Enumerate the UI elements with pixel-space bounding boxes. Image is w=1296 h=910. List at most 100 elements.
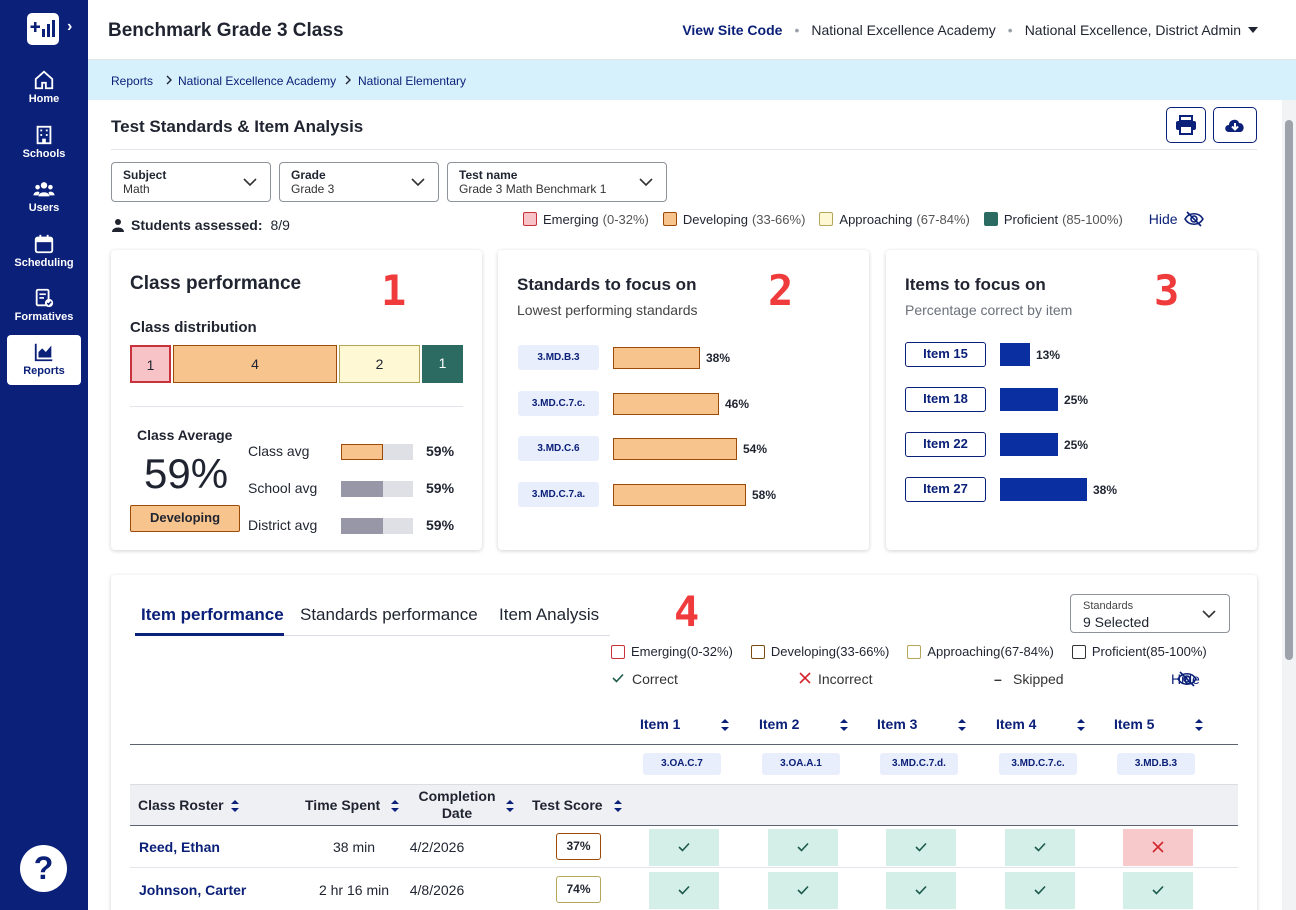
item-focus-button[interactable]: Item 22 [905, 432, 986, 457]
correct-label: Correct [632, 671, 678, 687]
sidebar-item-users[interactable]: Users [7, 172, 81, 222]
check-icon [1152, 885, 1164, 895]
hide-legend-button[interactable]: Hide [1149, 211, 1204, 227]
performance-legend-outline: Emerging(0-32%) Developing(33-66%) Appro… [611, 644, 1207, 659]
sort-icon[interactable] [720, 718, 730, 732]
column-header-completion[interactable]: Completion Date [414, 788, 500, 822]
sidebar-item-scheduling[interactable]: Scheduling [7, 227, 81, 277]
column-label: Completion Date [418, 788, 496, 821]
sort-icon[interactable] [1194, 718, 1204, 732]
item-column-header[interactable]: Item 2 [759, 716, 869, 732]
item-focus-percent: 25% [1064, 393, 1089, 407]
item-column-label: Item 3 [877, 716, 918, 732]
sidebar-item-label: Scheduling [14, 257, 74, 269]
expand-sidebar-icon[interactable]: › [67, 18, 73, 35]
column-header-roster[interactable]: Class Roster [138, 797, 224, 813]
test-score-badge: 74% [556, 876, 601, 903]
item-standard-chip: 3.OA.C.7 [643, 753, 721, 775]
subject-dropdown[interactable]: Subject Math [111, 162, 271, 202]
download-button[interactable] [1213, 107, 1257, 143]
standard-code[interactable]: 3.MD.C.7.a. [518, 482, 599, 507]
test-score-badge: 37% [556, 833, 601, 860]
sort-icon[interactable] [839, 718, 849, 732]
item-column-header[interactable]: Item 4 [996, 716, 1106, 732]
result-cell-correct[interactable] [649, 829, 719, 866]
result-cell-correct[interactable] [768, 829, 838, 866]
student-name-link[interactable]: Reed, Ethan [139, 839, 220, 855]
item-focus-button[interactable]: Item 15 [905, 342, 986, 367]
tab-standards-performance[interactable]: Standards performance [300, 605, 478, 624]
result-cell-correct[interactable] [768, 872, 838, 909]
item-column-header[interactable]: Item 5 [1114, 716, 1224, 732]
sidebar-item-label: Reports [23, 365, 65, 377]
item-focus-button[interactable]: Item 18 [905, 387, 986, 412]
main-content: Test Standards & Item Analysis Subject M… [88, 100, 1282, 910]
scrollbar-thumb[interactable] [1285, 120, 1293, 660]
view-site-code-link[interactable]: View Site Code [682, 22, 783, 38]
card-title: Standards to focus on [517, 275, 697, 294]
tab-item-analysis[interactable]: Item Analysis [499, 605, 600, 624]
user-menu[interactable]: National Excellence, District Admin [1024, 22, 1241, 38]
sort-icon[interactable] [1076, 718, 1086, 732]
table-divider [130, 744, 1238, 745]
hide-results-button[interactable]: Hide [1171, 671, 1200, 687]
sidebar-item-reports[interactable]: Reports [7, 335, 81, 385]
item-focus-button[interactable]: Item 27 [905, 477, 986, 502]
chevron-down-icon [639, 178, 653, 187]
breadcrumb-elementary[interactable]: National Elementary [358, 74, 467, 88]
calendar-icon [34, 234, 54, 254]
app-logo[interactable] [27, 13, 59, 45]
hide-label: Hide [1148, 211, 1178, 227]
grade-dropdown[interactable]: Grade Grade 3 [279, 162, 439, 202]
breadcrumb-reports[interactable]: Reports [111, 74, 154, 88]
column-header-time[interactable]: Time Spent [305, 797, 380, 813]
x-icon [1152, 841, 1164, 853]
standard-code[interactable]: 3.MD.C.6 [518, 436, 599, 461]
column-header-score[interactable]: Test Score [532, 797, 603, 813]
help-button[interactable]: ? [20, 845, 67, 892]
result-cell-correct[interactable] [1005, 872, 1075, 909]
test-name-value: Grade 3 Math Benchmark 1 [459, 182, 607, 196]
item-focus-bar [1000, 433, 1058, 456]
student-name-link[interactable]: Johnson, Carter [139, 882, 247, 898]
school-avg-row: School avg 59% [248, 478, 463, 498]
test-name-dropdown[interactable]: Test name Grade 3 Math Benchmark 1 [447, 162, 667, 202]
annotation-marker: 1 [381, 266, 407, 315]
standards-filter-value: 9 Selected [1083, 614, 1150, 630]
item-focus-row: Item 15 13% [905, 342, 1235, 367]
result-cell-incorrect[interactable] [1123, 829, 1193, 866]
annotation-marker: 2 [768, 266, 794, 315]
sidebar-item-formatives[interactable]: Formatives [7, 281, 81, 331]
standard-code[interactable]: 3.MD.B.3 [518, 345, 599, 370]
distribution-approaching[interactable]: 2 [339, 345, 420, 383]
sort-icon[interactable] [505, 799, 515, 813]
distribution-developing[interactable]: 4 [173, 345, 337, 383]
legend-name: Proficient [1003, 211, 1059, 227]
sort-icon[interactable] [230, 799, 240, 813]
tab-item-performance[interactable]: Item performance [141, 605, 284, 624]
skipped-icon: – [994, 671, 1002, 687]
class-average-value: 59% [144, 450, 229, 497]
caret-down-icon[interactable] [1248, 27, 1258, 33]
breadcrumb-academy[interactable]: National Excellence Academy [178, 74, 337, 88]
standard-code[interactable]: 3.MD.C.7.c. [518, 391, 599, 416]
standards-filter-dropdown[interactable]: Standards 9 Selected [1070, 594, 1230, 633]
result-cell-correct[interactable] [1005, 829, 1075, 866]
result-cell-correct[interactable] [649, 872, 719, 909]
avg-bar-track [341, 481, 413, 497]
legend-range: (67-84%) [916, 211, 970, 227]
distribution-emerging[interactable]: 1 [130, 345, 171, 383]
sort-icon[interactable] [390, 799, 400, 813]
sidebar-item-schools[interactable]: Schools [7, 118, 81, 168]
print-button[interactable] [1166, 107, 1206, 143]
distribution-proficient[interactable]: 1 [422, 345, 463, 383]
sort-icon[interactable] [957, 718, 967, 732]
sort-icon[interactable] [613, 799, 623, 813]
result-cell-correct[interactable] [1123, 872, 1193, 909]
item-column-header[interactable]: Item 1 [640, 716, 750, 732]
item-column-header[interactable]: Item 3 [877, 716, 987, 732]
result-cell-correct[interactable] [886, 829, 956, 866]
result-cell-correct[interactable] [886, 872, 956, 909]
subject-label: Subject [123, 168, 167, 182]
sidebar-item-home[interactable]: Home [7, 63, 81, 113]
